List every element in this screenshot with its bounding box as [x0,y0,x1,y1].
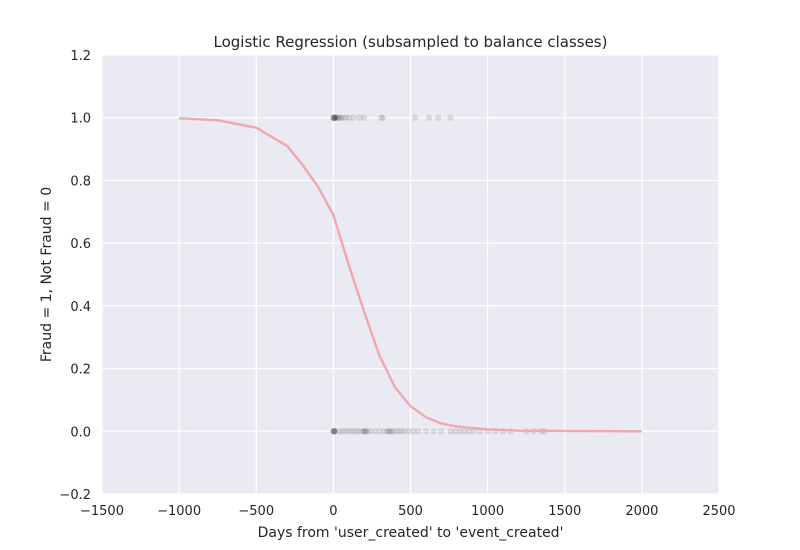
data-layer [179,114,642,435]
data-point [447,428,454,435]
data-point [398,428,405,435]
data-point [354,428,362,435]
data-point [345,428,352,435]
data-point [339,428,346,435]
data-point [350,114,357,121]
data-point [364,428,371,435]
data-point [361,428,368,435]
data-point [438,428,445,435]
x-tick-label: 500 [398,504,423,519]
data-point [411,114,419,121]
data-point [331,114,338,121]
x-tick-label: 1500 [548,504,581,519]
data-point [394,428,402,435]
data-point [381,428,388,435]
data-point [377,114,385,121]
data-point [337,114,345,121]
x-tick-label: 0 [329,504,337,519]
y-tick-label: 0.6 [70,237,91,252]
data-point [356,114,363,121]
data-point [376,428,383,435]
data-point [331,428,339,435]
data-point [410,428,417,435]
x-tick-label: −1000 [157,504,201,519]
x-axis-label: Days from 'user_created' to 'event_creat… [258,525,564,541]
data-point [345,114,352,121]
data-point [384,428,391,435]
data-point [379,114,386,121]
data-point [332,114,339,121]
data-point [371,428,379,435]
y-tick-label: 1.2 [70,49,91,64]
data-point [465,428,473,435]
data-point [456,428,464,435]
data-point [331,428,338,435]
data-point [330,428,338,435]
y-tick-label: 0.8 [70,174,91,189]
tick-labels: −1500 −1000 −500 0 500 1000 1500 2000 2500 −0.2 0.… [59,49,735,519]
data-point [385,428,393,435]
data-point [470,428,477,435]
data-point [367,428,374,435]
data-point [336,114,343,121]
data-point [331,428,338,435]
data-point [361,428,368,435]
x-tick-label: −1500 [80,504,124,519]
data-point [388,428,396,435]
data-point [422,428,430,435]
data-point [425,114,433,121]
x-tick-label: −500 [238,504,274,519]
data-point [435,114,442,121]
data-point [330,428,337,435]
data-point [405,428,413,435]
data-point [401,428,408,435]
y-axis-label: Fraud = 1, Not Fraud = 0 [39,187,55,362]
data-point [361,114,368,121]
x-tick-label: 2500 [702,504,735,519]
data-point [336,428,343,435]
data-point [330,428,337,435]
y-tick-label: 0.4 [70,300,91,315]
y-tick-label: 0.2 [70,363,91,378]
data-point [342,428,349,435]
data-point [334,114,342,121]
data-point [357,428,365,435]
data-point [330,114,337,121]
logistic-curve [179,117,642,433]
data-point [331,114,338,121]
data-point [333,114,340,121]
data-point [387,428,394,435]
data-point [351,428,359,435]
data-point [430,428,437,435]
x-tick-label: 1000 [471,504,504,519]
data-point [415,428,422,435]
data-point [461,428,468,435]
data-point [447,114,454,121]
data-point [330,114,338,121]
y-tick-label: 1.0 [70,112,91,127]
data-point [362,428,369,435]
data-point [339,114,346,121]
data-point [348,428,356,435]
data-point [342,114,349,121]
y-tick-label: −0.2 [59,488,91,503]
data-point [391,428,399,435]
x-tick-label: 2000 [625,504,658,519]
data-point [331,114,339,121]
data-point [330,114,337,121]
chart-title: Logistic Regression (subsampled to balan… [214,33,608,51]
y-tick-label: 0.0 [70,425,91,440]
data-point [452,428,459,435]
